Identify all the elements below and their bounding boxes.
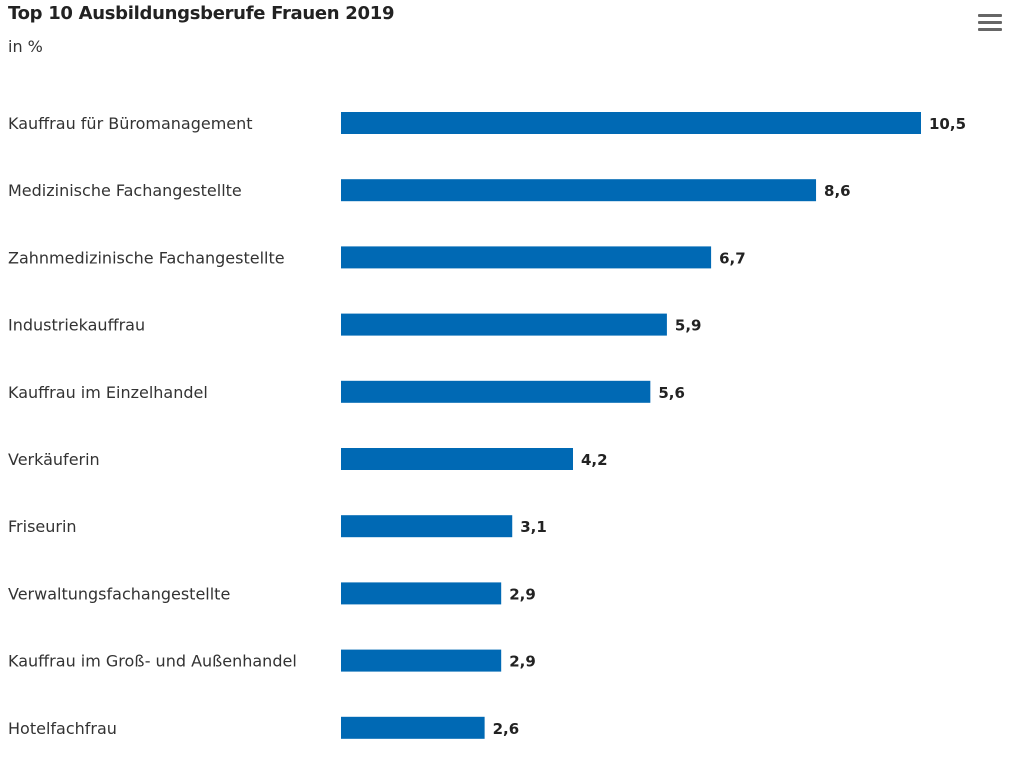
category-label: Friseurin	[8, 517, 77, 536]
chart-subtitle: in %	[8, 37, 43, 56]
category-label: Kauffrau im Einzelhandel	[8, 383, 208, 402]
bar[interactable]	[341, 515, 513, 538]
bar[interactable]	[341, 380, 651, 403]
category-label: Industriekauffrau	[8, 316, 145, 335]
category-label: Verwaltungsfachangestellte	[8, 584, 230, 603]
bar[interactable]	[341, 716, 485, 739]
category-label: Verkäuferin	[8, 450, 100, 469]
category-label: Kauffrau im Groß- und Außenhandel	[8, 652, 297, 671]
data-label: 4,2	[581, 451, 608, 469]
data-label: 5,6	[658, 384, 685, 402]
bar[interactable]	[341, 649, 502, 672]
bar[interactable]	[341, 582, 502, 605]
data-label: 2,9	[509, 585, 536, 603]
hamburger-menu-icon[interactable]	[974, 10, 1006, 36]
bar-chart: Kauffrau für Büromanagement 10,5 Medizinis…	[8, 112, 966, 739]
menu-line	[978, 21, 1002, 24]
menu-line	[978, 28, 1002, 31]
data-label: 6,7	[719, 249, 746, 267]
bar[interactable]	[341, 246, 712, 269]
category-label: Kauffrau für Büromanagement	[8, 114, 253, 133]
category-label: Hotelfachfrau	[8, 719, 117, 738]
data-label: 5,9	[675, 317, 702, 335]
data-label: 2,6	[493, 720, 520, 738]
chart-title: Top 10 Ausbildungsberufe Frauen 2019	[8, 3, 395, 24]
bar[interactable]	[341, 112, 921, 134]
category-label: Zahnmedizinische Fachangestellte	[8, 248, 285, 267]
bar[interactable]	[341, 313, 667, 336]
category-label: Medizinische Fachangestellte	[8, 181, 242, 200]
bar[interactable]	[341, 179, 817, 202]
data-label: 10,5	[929, 115, 966, 133]
bar[interactable]	[341, 448, 573, 470]
data-label: 3,1	[520, 518, 547, 536]
data-label: 2,9	[509, 653, 536, 671]
data-label: 8,6	[824, 182, 851, 200]
menu-line	[978, 14, 1002, 17]
